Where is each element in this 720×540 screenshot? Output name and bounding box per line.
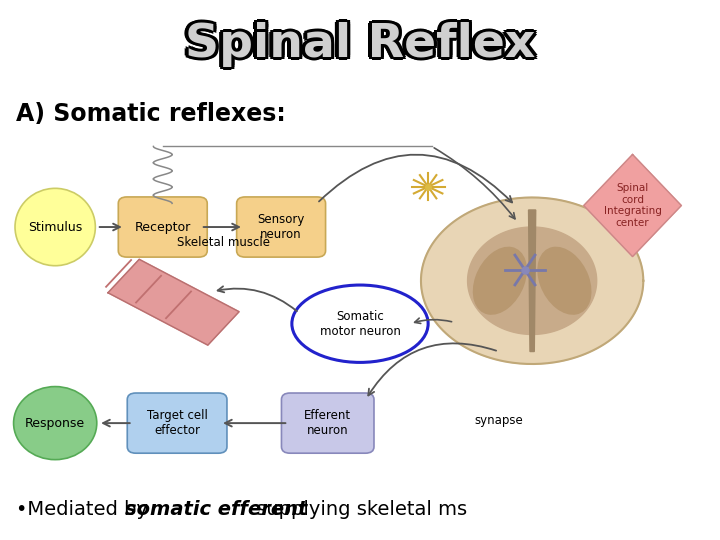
Text: Spinal Reflex: Spinal Reflex <box>185 23 535 69</box>
Text: Spinal Reflex: Spinal Reflex <box>181 22 531 67</box>
Ellipse shape <box>537 247 592 315</box>
Text: Spinal Reflex: Spinal Reflex <box>185 24 535 70</box>
Text: Sensory
neuron: Sensory neuron <box>258 213 305 241</box>
Text: Response: Response <box>25 416 85 430</box>
Polygon shape <box>108 259 239 345</box>
FancyBboxPatch shape <box>237 197 325 257</box>
Polygon shape <box>584 154 681 256</box>
Polygon shape <box>421 198 643 364</box>
Text: Spinal Reflex: Spinal Reflex <box>189 22 539 67</box>
FancyBboxPatch shape <box>127 393 227 453</box>
Ellipse shape <box>15 188 95 266</box>
Text: Spinal Reflex: Spinal Reflex <box>188 24 538 69</box>
Text: Somatic
motor neuron: Somatic motor neuron <box>320 310 400 338</box>
Text: •Mediated by: •Mediated by <box>16 500 154 518</box>
FancyBboxPatch shape <box>282 393 374 453</box>
Text: Stimulus: Stimulus <box>28 220 82 233</box>
Text: supplying skeletal ms: supplying skeletal ms <box>251 500 467 518</box>
Text: Spinal Reflex: Spinal Reflex <box>188 20 538 65</box>
Ellipse shape <box>292 285 428 362</box>
Ellipse shape <box>14 387 96 460</box>
Text: Skeletal muscle: Skeletal muscle <box>177 235 270 248</box>
Text: Spinal Reflex: Spinal Reflex <box>182 20 532 65</box>
Ellipse shape <box>473 247 527 315</box>
Polygon shape <box>528 210 536 352</box>
Text: Spinal Reflex: Spinal Reflex <box>185 21 535 65</box>
Text: somatic efferent: somatic efferent <box>125 500 307 518</box>
Polygon shape <box>467 227 597 334</box>
Text: Spinal Reflex: Spinal Reflex <box>185 19 535 64</box>
Text: Target cell
effector: Target cell effector <box>147 409 207 437</box>
FancyBboxPatch shape <box>118 197 207 257</box>
Text: Spinal
cord
Integrating
center: Spinal cord Integrating center <box>603 183 662 228</box>
Text: Receptor: Receptor <box>135 220 191 233</box>
Text: Efferent
neuron: Efferent neuron <box>304 409 351 437</box>
Text: synapse: synapse <box>474 414 523 427</box>
Text: A) Somatic reflexes:: A) Somatic reflexes: <box>16 102 286 126</box>
Text: Spinal Reflex: Spinal Reflex <box>183 22 533 67</box>
Text: Spinal Reflex: Spinal Reflex <box>185 22 535 67</box>
Text: Spinal Reflex: Spinal Reflex <box>187 22 537 67</box>
Text: Spinal Reflex: Spinal Reflex <box>182 24 532 69</box>
